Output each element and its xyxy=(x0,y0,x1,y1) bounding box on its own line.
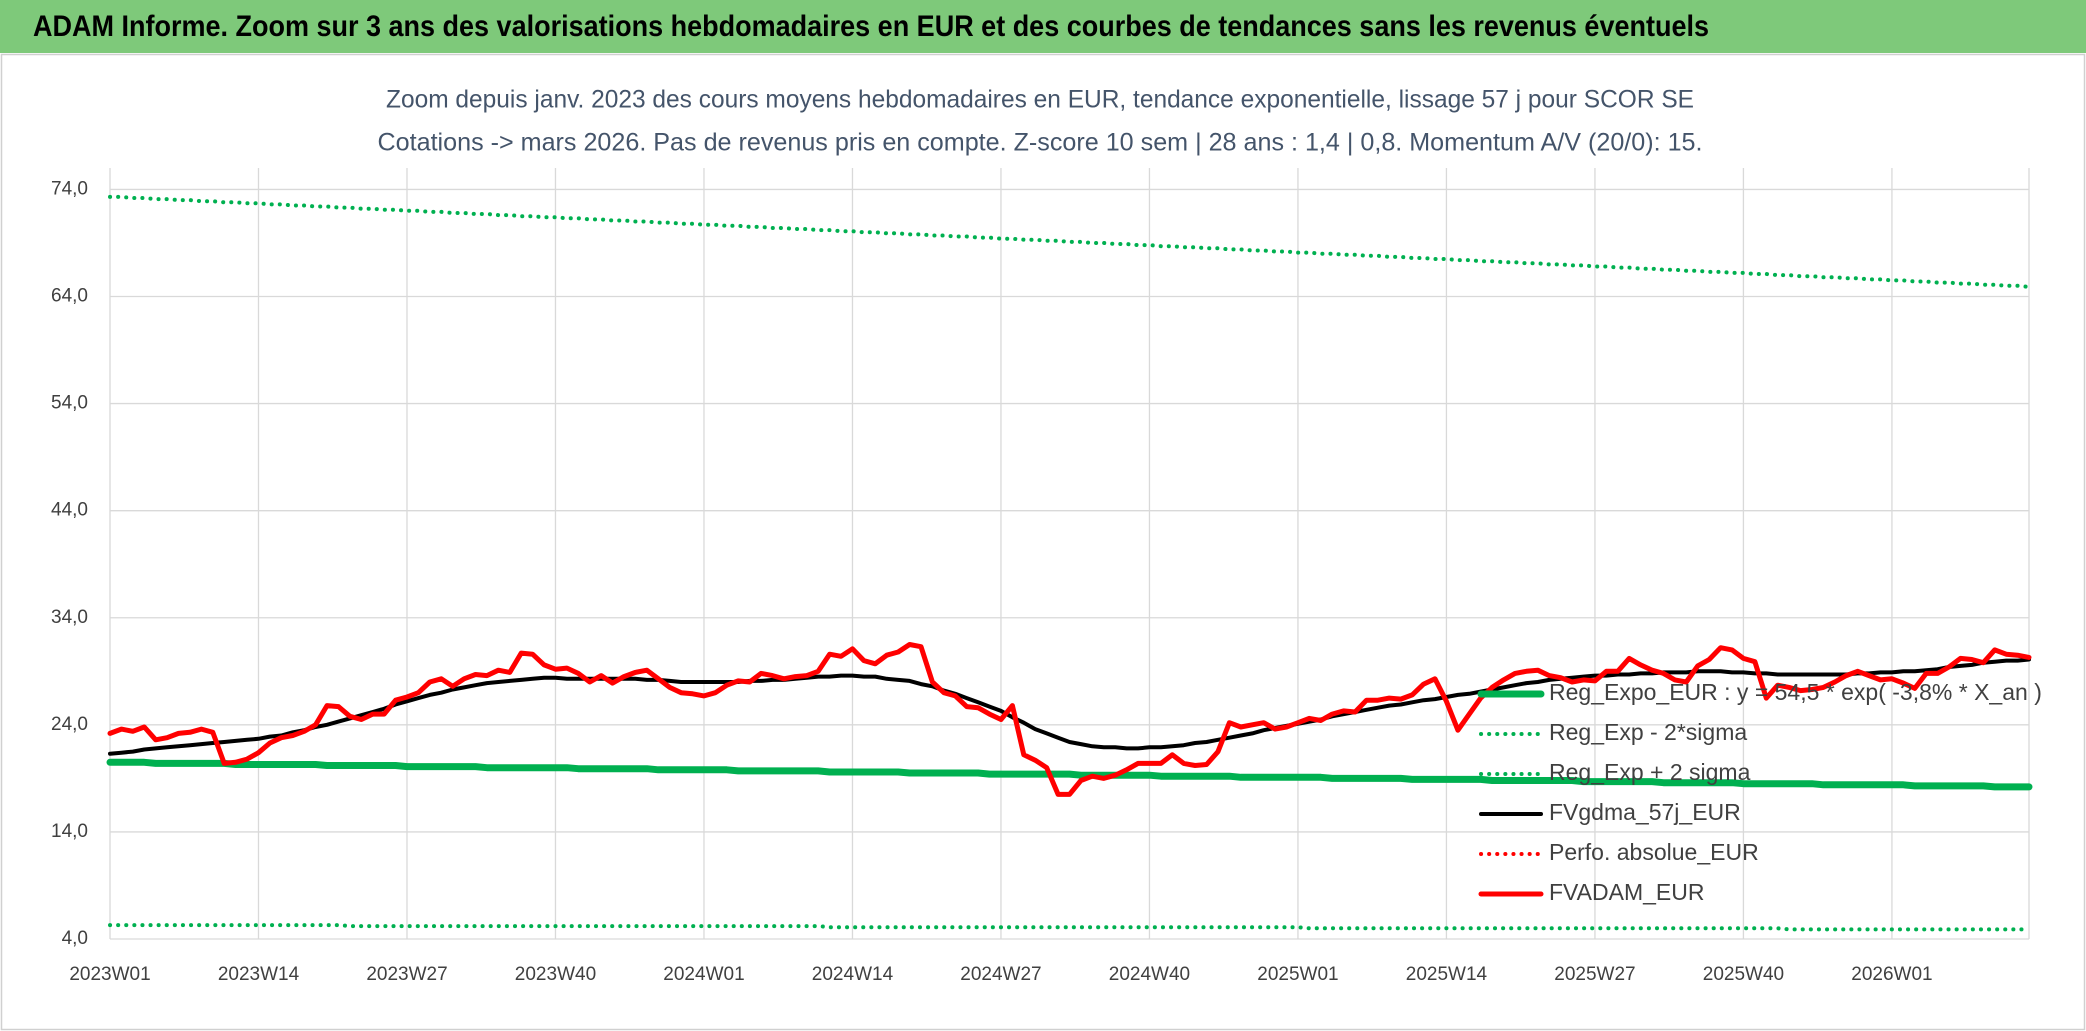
x-tick-label: 2025W40 xyxy=(1703,964,1784,985)
legend-label: Reg_Expo_EUR : y = 54,5 * exp( -3,8% * X… xyxy=(1549,679,2042,705)
legend-label: FVADAM_EUR xyxy=(1549,879,1705,905)
chart-border xyxy=(0,53,2086,1031)
legend-label: Reg_Exp + 2 sigma xyxy=(1549,759,1751,785)
y-tick-label: 14,0 xyxy=(51,821,88,842)
header-title: ADAM Informe. Zoom sur 3 ans des valoris… xyxy=(33,10,1709,43)
y-tick-label: 24,0 xyxy=(51,714,88,735)
legend-label: Perfo. absolue_EUR xyxy=(1549,839,1759,865)
series-line xyxy=(107,642,2032,797)
y-tick-label: 64,0 xyxy=(51,286,88,307)
y-tick-label: 44,0 xyxy=(51,500,88,521)
chart-subtitle: Zoom depuis janv. 2023 des cours moyens … xyxy=(386,86,1694,114)
x-tick-label: 2026W01 xyxy=(1851,964,1932,985)
x-tick-label: 2023W14 xyxy=(218,964,300,985)
x-tick-label: 2025W27 xyxy=(1554,964,1635,985)
x-tick-label: 2023W01 xyxy=(69,964,150,985)
y-tick-label: 54,0 xyxy=(51,393,88,414)
y-tick-label: 74,0 xyxy=(51,178,88,199)
x-tick-label: 2024W40 xyxy=(1109,964,1190,985)
x-tick-label: 2024W27 xyxy=(960,964,1041,985)
series-line xyxy=(106,758,2033,791)
legend-label: Reg_Exp - 2*sigma xyxy=(1549,719,1747,745)
series-line xyxy=(108,194,2031,289)
x-tick-label: 2024W01 xyxy=(663,964,744,985)
x-tick-label: 2023W27 xyxy=(366,964,447,985)
x-tick-label: 2023W40 xyxy=(515,964,596,985)
header-bar xyxy=(0,0,2086,53)
x-tick-label: 2025W01 xyxy=(1257,964,1338,985)
series-line xyxy=(108,657,2031,756)
chart-subtitle: Cotations -> mars 2026. Pas de revenus p… xyxy=(378,129,1703,157)
legend-label: FVgdma_57j_EUR xyxy=(1549,799,1741,825)
x-tick-label: 2024W14 xyxy=(812,964,894,985)
x-tick-label: 2025W14 xyxy=(1406,964,1488,985)
y-tick-label: 4,0 xyxy=(62,928,88,949)
y-tick-label: 34,0 xyxy=(51,607,88,628)
